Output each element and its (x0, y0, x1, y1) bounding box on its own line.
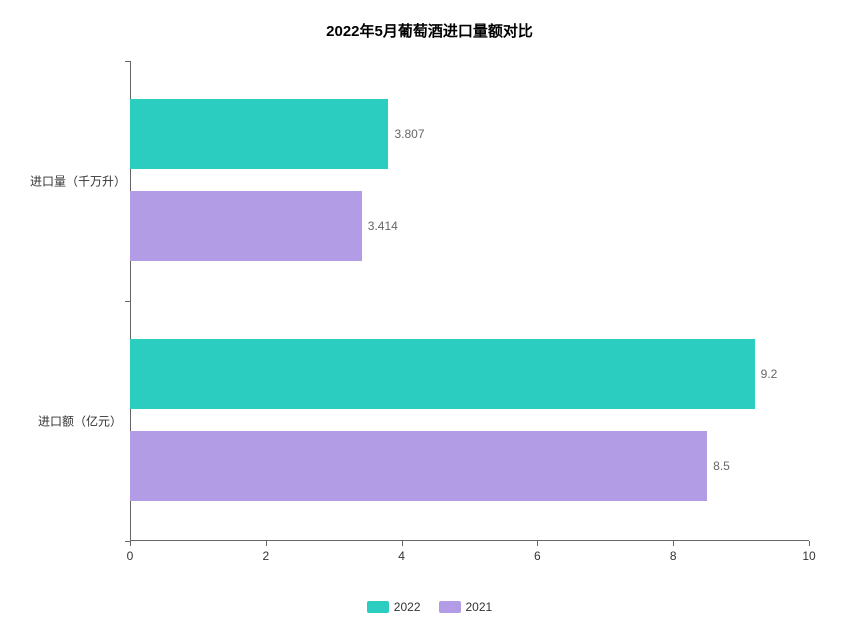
bar-2021: 8.5 (130, 431, 707, 501)
y-category-label: 进口额（亿元） (30, 413, 122, 430)
bar-2022: 9.2 (130, 339, 755, 409)
x-tick (809, 541, 810, 546)
legend-label: 2022 (394, 600, 421, 614)
legend-item: 2022 (367, 600, 421, 614)
x-tick-label: 6 (534, 549, 541, 563)
bar-2022: 3.807 (130, 99, 388, 169)
y-tick-line (125, 301, 130, 302)
legend-item: 2021 (439, 600, 493, 614)
x-tick (537, 541, 538, 546)
bar-value-label: 3.807 (394, 127, 424, 141)
x-tick-label: 8 (670, 549, 677, 563)
x-tick-label: 10 (802, 549, 815, 563)
y-tick-line (125, 61, 130, 62)
x-tick-label: 4 (398, 549, 405, 563)
x-tick (673, 541, 674, 546)
y-category-label: 进口量（千万升） (30, 173, 122, 190)
bar-2021: 3.414 (130, 191, 362, 261)
bar-value-label: 3.414 (368, 219, 398, 233)
x-tick (130, 541, 131, 546)
x-axis-line (130, 540, 809, 541)
bar-value-label: 8.5 (713, 459, 730, 473)
chart-container: 2022年5月葡萄酒进口量额对比 进口量（千万升） 进口额（亿元） 3.807 9.2… (0, 0, 859, 622)
x-tick-label: 0 (127, 549, 134, 563)
legend-label: 2021 (466, 600, 493, 614)
legend-swatch (367, 601, 389, 613)
legend: 2022 2021 (0, 600, 859, 614)
legend-swatch (439, 601, 461, 613)
x-tick (266, 541, 267, 546)
bar-value-label: 9.2 (761, 367, 778, 381)
chart-title: 2022年5月葡萄酒进口量额对比 (30, 20, 829, 41)
x-tick (402, 541, 403, 546)
plot-area: 进口量（千万升）进口额（亿元）3.8079.23.4148.50246810 (130, 61, 809, 541)
x-tick-label: 2 (262, 549, 269, 563)
